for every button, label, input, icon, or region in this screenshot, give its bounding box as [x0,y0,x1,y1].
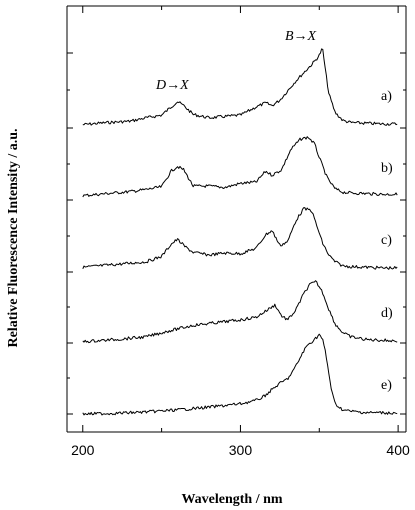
x-axis-title: Wavelength / nm [181,492,282,507]
y-axis-ticks [67,52,406,415]
series-label-2: c) [381,233,392,248]
y-axis-title: Relative Fluorescence Intensity / a.u. [6,128,21,347]
spectrum-series-2 [82,207,398,270]
spectra: a) b) c) d) e) [82,48,398,416]
x-tick-label-1: 300 [229,442,253,458]
series-label-3: d) [381,306,393,321]
spectrum-series-3 [82,280,398,344]
series-label-1: b) [381,161,393,176]
annotation-d-x: D→X [155,78,189,93]
spectrum-series-1 [82,136,398,198]
x-tick-label-0: 200 [71,442,95,458]
spectrum-series-4 [82,333,398,416]
spectrum-series-0 [82,48,398,126]
series-label-4: e) [381,378,392,393]
x-tick-label-2: 400 [386,442,410,458]
plot-frame [66,5,407,433]
x-axis-ticks: 200 300 400 [71,6,410,458]
series-label-0: a) [381,89,392,104]
annotation-b-x: B→X [285,29,317,44]
